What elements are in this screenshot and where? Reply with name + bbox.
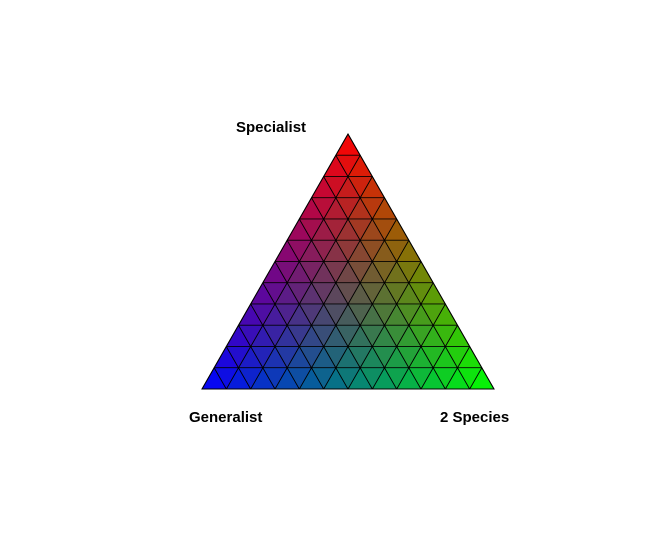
ternary-cell-down bbox=[262, 282, 288, 305]
ternary-cell-down bbox=[408, 324, 434, 347]
ternary-cell-down bbox=[238, 324, 264, 347]
ternary-cell-down bbox=[384, 282, 410, 305]
ternary-cell-down bbox=[359, 282, 385, 305]
ternary-cell-down bbox=[396, 303, 422, 326]
ternary-cell-down bbox=[323, 261, 349, 284]
ternary-cell-down bbox=[457, 367, 483, 390]
ternary-cell-down bbox=[396, 346, 422, 369]
ternary-cell-down bbox=[311, 367, 337, 390]
ternary-cell-down bbox=[286, 367, 312, 390]
ternary-cell-down bbox=[262, 324, 288, 347]
ternary-cell-down bbox=[359, 324, 385, 347]
ternary-cell-down bbox=[213, 367, 239, 390]
ternary-cell-down bbox=[371, 261, 398, 284]
ternary-cell-down bbox=[371, 346, 398, 369]
ternary-cell-down bbox=[311, 282, 337, 305]
ternary-cell-down bbox=[238, 367, 264, 390]
ternary-cell-down bbox=[359, 239, 385, 262]
ternary-cell-down bbox=[444, 346, 471, 369]
ternary-cell-down bbox=[225, 346, 252, 369]
ternary-cell-down bbox=[420, 346, 446, 369]
ternary-cell-down bbox=[408, 367, 434, 390]
ternary-cell-down bbox=[323, 346, 349, 369]
ternary-cell-down bbox=[432, 324, 458, 347]
ternary-cell-down bbox=[347, 176, 373, 199]
ternary-cell-down bbox=[347, 218, 373, 241]
ternary-cell-up bbox=[335, 133, 361, 156]
ternary-cell-down bbox=[371, 303, 398, 326]
ternary-cell-down bbox=[347, 303, 373, 326]
ternary-cell-down bbox=[347, 261, 373, 284]
ternary-cell-down bbox=[408, 282, 434, 305]
ternary-cell-down bbox=[347, 346, 373, 369]
ternary-cell-down bbox=[335, 239, 361, 262]
ternary-cell-down bbox=[262, 367, 288, 390]
ternary-cell-down bbox=[274, 261, 300, 284]
ternary-cell-down bbox=[371, 218, 398, 241]
ternary-cell-down bbox=[298, 346, 325, 369]
ternary-cell-down bbox=[286, 282, 312, 305]
ternary-cell-down bbox=[384, 367, 410, 390]
ternary-cell-down bbox=[335, 282, 361, 305]
ternary-cell-down bbox=[311, 324, 337, 347]
ternary-cell-down bbox=[274, 346, 300, 369]
vertex-label-generalist: Generalist bbox=[189, 409, 263, 426]
ternary-outline bbox=[201, 132, 495, 390]
ternary-cell-down bbox=[359, 367, 385, 390]
ternary-cell-down bbox=[432, 367, 458, 390]
ternary-cell-down bbox=[286, 324, 312, 347]
ternary-cell-down bbox=[298, 218, 325, 241]
ternary-cell-down bbox=[311, 239, 337, 262]
vertex-label-2-species: 2 Species bbox=[440, 409, 510, 426]
ternary-cell-down bbox=[311, 197, 337, 220]
ternary-cell-down bbox=[250, 303, 276, 326]
ternary-cell-down bbox=[298, 261, 325, 284]
ternary-cell-down bbox=[286, 239, 312, 262]
ternary-cell-down bbox=[359, 197, 385, 220]
ternary-cell-down bbox=[323, 303, 349, 326]
ternary-cell-down bbox=[335, 197, 361, 220]
ternary-cell-down bbox=[335, 367, 361, 390]
vertex-label-specialist: Specialist bbox=[236, 119, 307, 136]
ternary-cell-down bbox=[274, 303, 300, 326]
ternary-cell-down bbox=[298, 303, 325, 326]
ternary-cell-down bbox=[396, 261, 422, 284]
ternary-cell-down bbox=[384, 324, 410, 347]
ternary-cell-down bbox=[335, 324, 361, 347]
ternary-cell-down bbox=[420, 303, 446, 326]
ternary-cell-down bbox=[335, 154, 361, 177]
ternary-cell-down bbox=[250, 346, 276, 369]
ternary-cell-down bbox=[384, 239, 410, 262]
ternary-cell-down bbox=[323, 176, 349, 199]
ternary-cell-down bbox=[323, 218, 349, 241]
